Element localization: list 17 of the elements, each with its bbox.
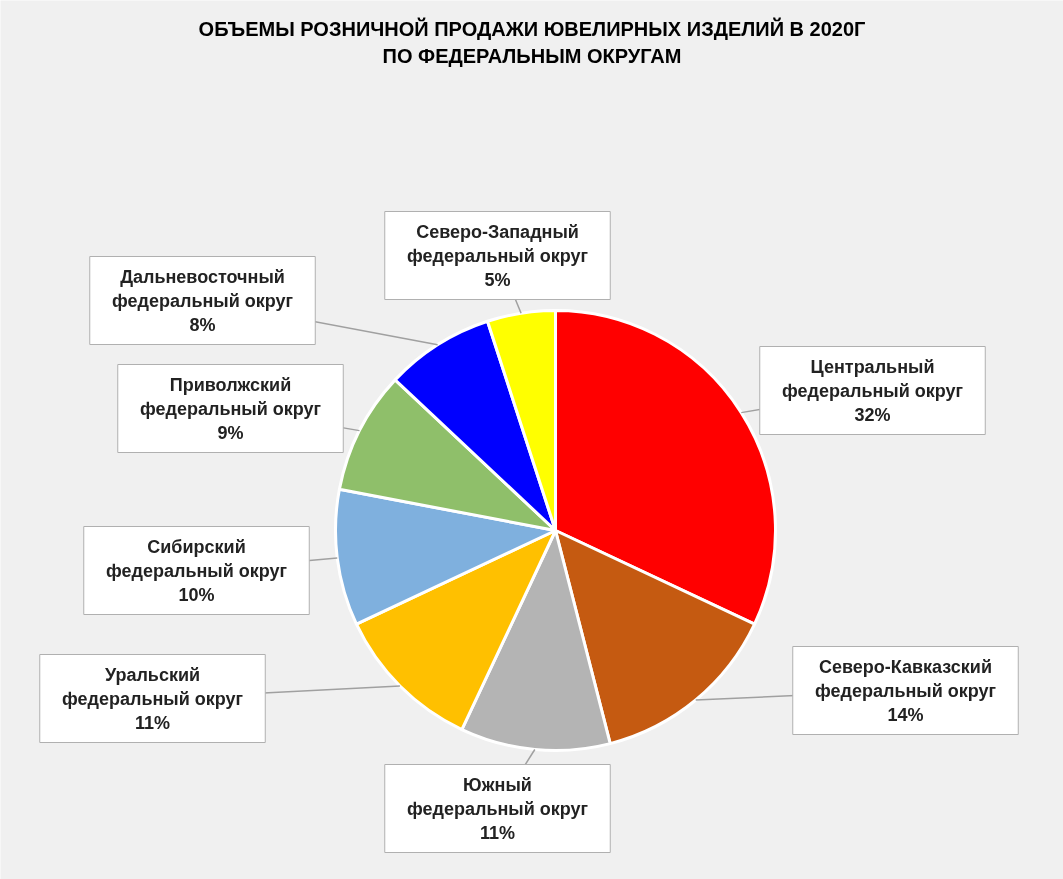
- data-label: 14%: [887, 704, 924, 725]
- slice-label: Уральский федеральный округ: [61, 664, 244, 709]
- slice-label: Сибирский федеральный округ: [105, 536, 288, 581]
- data-label: 11%: [479, 822, 516, 843]
- data-label: 9%: [217, 422, 244, 443]
- slice-label: Дальневосточный федеральный округ: [111, 266, 294, 311]
- slice-label: Северо-Западный федеральный округ: [406, 221, 589, 266]
- data-label: 11%: [134, 712, 171, 733]
- data-label: 5%: [484, 269, 511, 290]
- slice-label: Южный федеральный округ: [406, 774, 589, 819]
- data-label: 8%: [189, 314, 216, 335]
- chart-title: ОБЪЕМЫ РОЗНИЧНОЙ ПРОДАЖИ ЮВЕЛИРНЫХ ИЗДЕЛИЙ В 2020Г ПО ФЕДЕРАЛЬНЫМ ОКРУГАМ: [198, 16, 866, 67]
- slice-label: Центральный федеральный округ: [781, 356, 964, 401]
- data-label: 32%: [854, 404, 891, 425]
- slice-label: Северо-Кавказский федеральный округ: [814, 656, 997, 701]
- data-label: 10%: [178, 584, 215, 605]
- slice-label: Приволжский федеральный округ: [139, 374, 322, 419]
